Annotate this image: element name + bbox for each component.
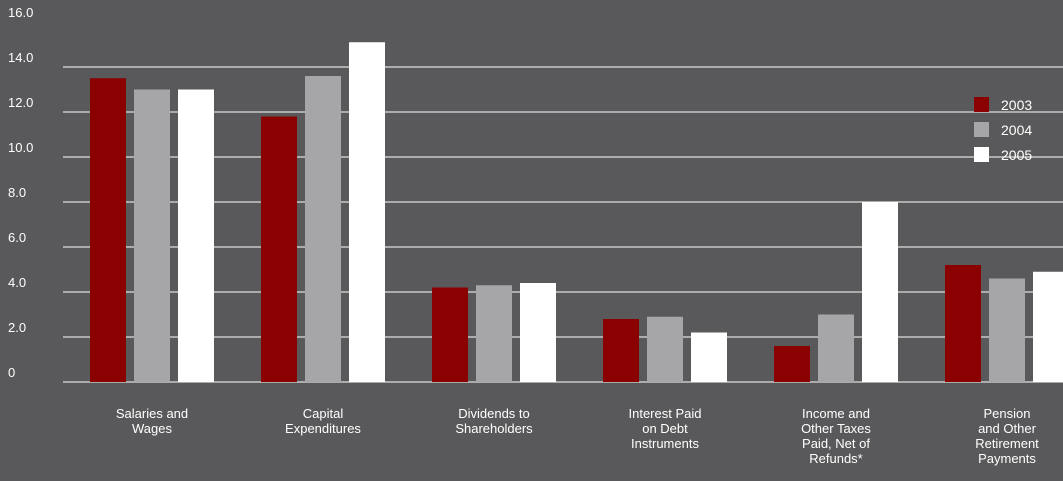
legend-label: 2005 [1001,147,1032,163]
legend-label: 2004 [1001,122,1032,138]
category-label: Interest Paid on Debt Instruments [629,406,702,451]
bar-2004 [989,278,1025,382]
bar-2005 [178,89,214,382]
bar-2005 [520,283,556,382]
category-label: Pension and Other Retirement Payments [975,406,1039,466]
bar-2004 [476,285,512,382]
bar-2003 [261,116,297,382]
y-tick-label: 4.0 [8,275,26,290]
bar-2003 [945,265,981,382]
y-tick-label: 6.0 [8,230,26,245]
bar-2003 [90,78,126,382]
legend-swatch-2005 [974,147,989,162]
category-label: Dividends to Shareholders [455,406,533,436]
y-tick-label: 8.0 [8,185,26,200]
y-axis-ticks: 0 2.0 4.0 6.0 8.0 10.0 12.0 14.0 16.0 [8,5,33,380]
y-tick-label: 0 [8,365,15,380]
y-tick-label: 2.0 [8,320,26,335]
bar-2003 [432,287,468,382]
bar-2005 [862,202,898,382]
bar-2005 [349,42,385,382]
y-tick-label: 12.0 [8,95,33,110]
legend-label: 2003 [1001,97,1032,113]
y-tick-label: 16.0 [8,5,33,20]
bar-2004 [818,314,854,382]
bar-2003 [774,346,810,382]
bars [90,42,1063,382]
gridlines [63,66,1063,383]
bar-2004 [647,316,683,382]
category-label: Salaries and Wages [116,406,188,436]
bar-2005 [1033,271,1063,382]
legend-swatch-2003 [974,97,989,112]
bar-2003 [603,319,639,382]
bar-2004 [134,89,170,382]
category-labels: Salaries and Wages Capital Expenditures Divi… [116,406,1039,466]
legend: 2003 2004 2005 [974,97,1032,163]
y-tick-label: 10.0 [8,140,33,155]
legend-swatch-2004 [974,122,989,137]
category-label: Capital Expenditures [285,406,361,436]
y-tick-label: 14.0 [8,50,33,65]
bar-2005 [691,332,727,382]
bar-2004 [305,76,341,382]
category-label: Income and Other Taxes Paid, Net of Refunds… [801,406,871,466]
